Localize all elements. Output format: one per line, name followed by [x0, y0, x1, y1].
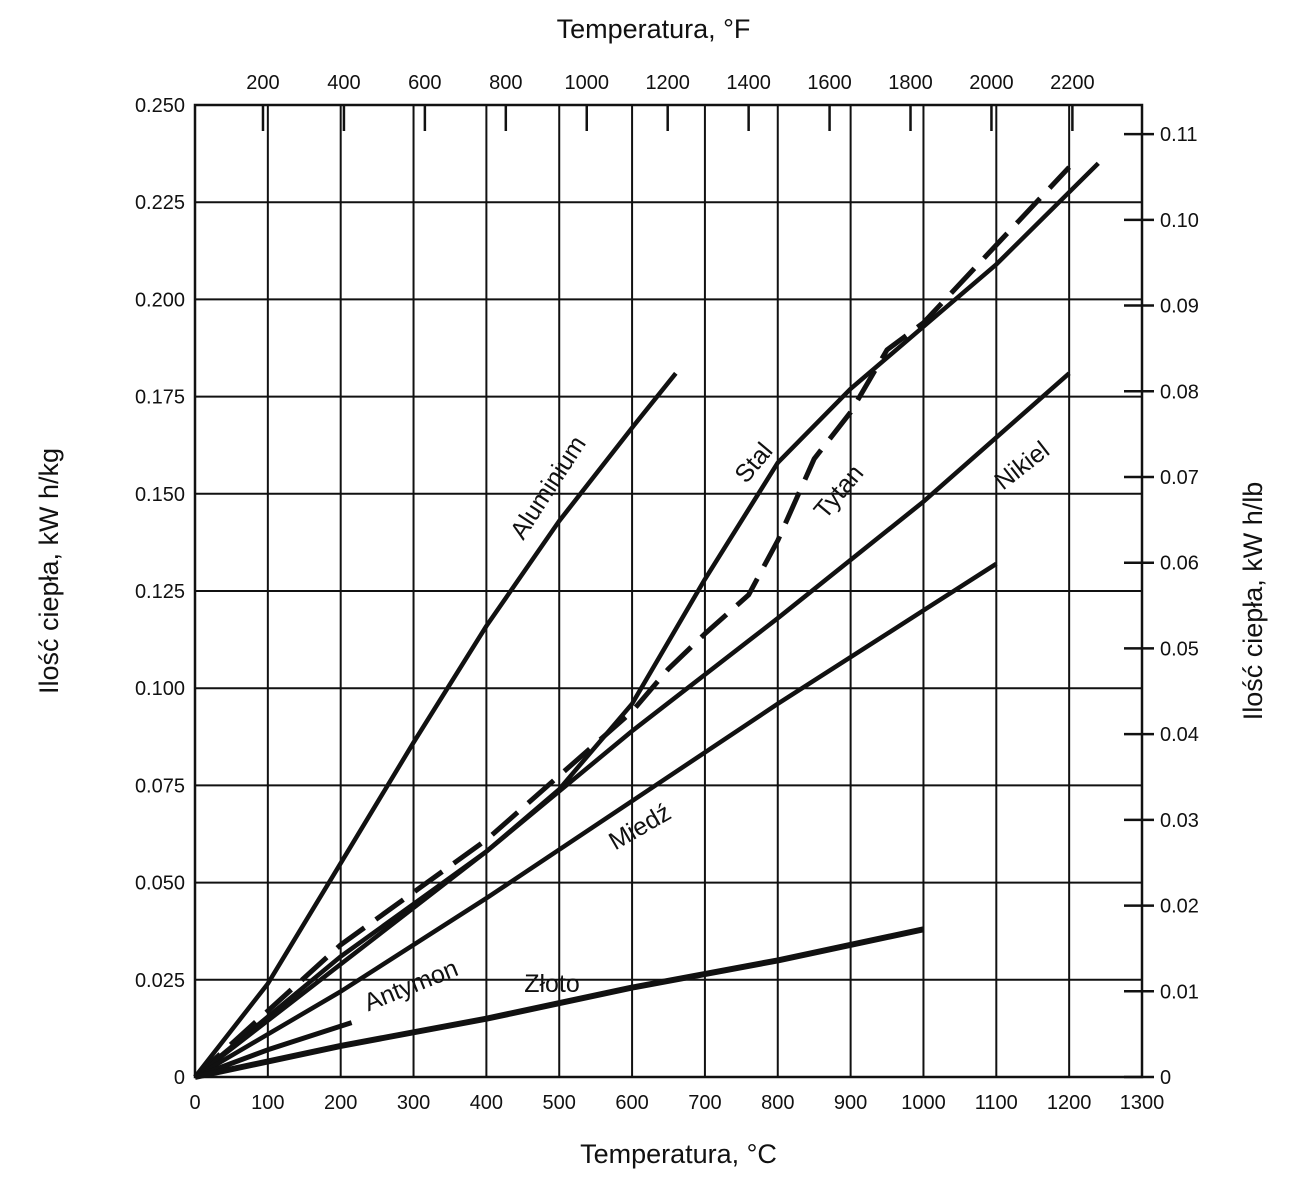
y-tick-label-kwh-lb: 0.10 [1160, 210, 1199, 232]
x-tick-label-celsius: 600 [615, 1092, 648, 1114]
series-line-6 [194, 926, 925, 1080]
x-tick-label-celsius: 900 [834, 1092, 867, 1114]
y-tick-label-kwh-lb: 0.09 [1160, 296, 1199, 318]
y-tick-label-kwh-lb: 0.08 [1160, 381, 1199, 403]
series-lines [193, 161, 1100, 1080]
series-label-4: Miedź [604, 798, 676, 856]
x-tick-label-fahrenheit: 800 [489, 72, 522, 94]
x-tick-label-celsius: 300 [397, 1092, 430, 1114]
y-tick-label-kwh-kg: 0.225 [135, 192, 185, 214]
y-tick-label-kwh-lb: 0.04 [1160, 724, 1199, 746]
y-tick-label-kwh-lb: 0.11 [1160, 124, 1197, 146]
grid [195, 105, 1142, 1077]
y-tick-label-kwh-kg: 0.025 [135, 970, 185, 992]
series-label-3: Nikiel [989, 436, 1054, 496]
series-line-0 [193, 371, 678, 1079]
x-tick-label-celsius: 1000 [901, 1092, 946, 1114]
x-tick-label-celsius: 1100 [975, 1092, 1018, 1114]
x-tick-label-celsius: 1300 [1120, 1092, 1165, 1114]
y-tick-label-kwh-kg: 0.200 [135, 289, 185, 311]
y-tick-label-kwh-kg: 0 [174, 1067, 185, 1089]
x-tick-label-celsius: 700 [688, 1092, 721, 1114]
x-tick-label-celsius: 400 [470, 1092, 503, 1114]
y-tick-label-kwh-lb: 0.06 [1160, 553, 1199, 575]
series-label-2: Tytan [808, 459, 869, 524]
x-tick-label-celsius: 800 [761, 1092, 794, 1114]
x-tick-label-fahrenheit: 600 [408, 72, 441, 94]
x-tick-label-fahrenheit: 1600 [807, 72, 852, 94]
y-tick-label-kwh-lb: 0.03 [1160, 810, 1199, 832]
y-tick-label-kwh-lb: 0.02 [1160, 896, 1199, 918]
x-tick-label-fahrenheit: 1000 [565, 72, 610, 94]
x-tick-label-fahrenheit: 400 [327, 72, 360, 94]
x-tick-label-fahrenheit: 2200 [1050, 72, 1095, 94]
y-tick-label-kwh-kg: 0.050 [135, 873, 185, 895]
series-line-4 [193, 561, 998, 1079]
series-label-5: Antymon [360, 954, 462, 1017]
series-line-2 [193, 165, 1072, 1079]
x-tick-label-celsius: 200 [324, 1092, 357, 1114]
x-tick-label-celsius: 0 [189, 1092, 200, 1114]
y-tick-label-kwh-lb: 0.07 [1160, 467, 1199, 489]
y-axis-title-kwh-lb: Ilość ciepła, kW h/lb [1238, 482, 1268, 721]
x-tick-label-fahrenheit: 1800 [888, 72, 933, 94]
x-tick-label-celsius: 100 [251, 1092, 284, 1114]
series-label-0: Aluminium [505, 431, 592, 544]
x-axis-title-fahrenheit: Temperatura, °F [557, 14, 751, 44]
series-label-1: Stal [729, 437, 778, 488]
y-tick-label-kwh-lb: 0.01 [1160, 981, 1199, 1003]
y-tick-label-kwh-kg: 0.100 [135, 678, 185, 700]
series-line-3 [193, 371, 1071, 1079]
y-tick-label-kwh-kg: 0.125 [135, 581, 185, 603]
x-tick-label-celsius: 1200 [1047, 1092, 1092, 1114]
series-label-6: Złoto [524, 970, 580, 998]
y-tick-label-kwh-lb: 0.05 [1160, 638, 1199, 660]
x-tick-label-fahrenheit: 2000 [969, 72, 1014, 94]
x-tick-label-fahrenheit: 1200 [645, 72, 690, 94]
series-labels: Aluminium Stal Tytan Nikiel Miedź Antymon Złot… [360, 431, 1055, 1017]
y-tick-label-kwh-kg: 0.150 [135, 484, 185, 506]
x-axis-title-celsius: Temperatura, °C [580, 1139, 777, 1169]
series-line-5 [194, 1020, 353, 1080]
y-tick-label-kwh-lb: 0 [1160, 1067, 1171, 1089]
ticks: 0 100 200 300 400 500 600 700 800 900 1000 1100 1200… [135, 72, 1199, 1114]
x-tick-label-celsius: 500 [543, 1092, 576, 1114]
y-tick-label-kwh-kg: 0.175 [135, 387, 185, 409]
y-axis-title-kwh-kg: Ilość ciepła, kW h/kg [34, 448, 64, 694]
x-tick-label-fahrenheit: 200 [246, 72, 279, 94]
y-tick-label-kwh-kg: 0.250 [135, 95, 185, 117]
y-tick-label-kwh-kg: 0.075 [135, 775, 185, 797]
x-tick-label-fahrenheit: 1400 [726, 72, 771, 94]
